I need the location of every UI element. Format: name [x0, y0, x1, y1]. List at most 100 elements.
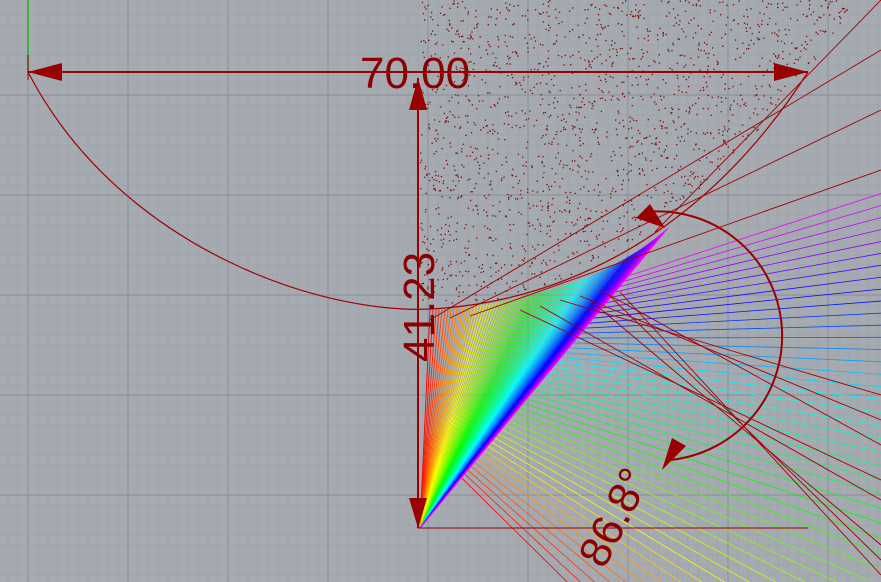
cloud-point [515, 51, 517, 54]
cloud-point [631, 204, 633, 206]
cloud-point [546, 225, 549, 227]
cloud-point [796, 19, 799, 21]
red-ray [469, 169, 881, 317]
cloud-point [619, 122, 621, 124]
cloud-point [420, 262, 422, 265]
cloud-point [580, 106, 583, 108]
cloud-point [435, 140, 437, 142]
vertical-dimension[interactable]: 41.23 [395, 78, 808, 529]
cloud-point [687, 132, 689, 135]
cloud-point [582, 34, 584, 36]
cloud-point [687, 183, 689, 185]
cloud-point [461, 195, 463, 197]
cloud-point [486, 254, 488, 256]
cloud-point [566, 196, 568, 198]
cloud-point [546, 129, 548, 131]
semicircle-curve[interactable] [27, 71, 809, 310]
cloud-point [525, 165, 527, 167]
cloud-point [451, 302, 453, 304]
cloud-point [427, 64, 430, 66]
cloud-point [511, 174, 513, 176]
cloud-point [488, 154, 490, 156]
cloud-point [476, 108, 478, 110]
cloud-point [542, 244, 544, 246]
cloud-point [711, 96, 713, 99]
cloud-point [769, 60, 771, 62]
cloud-point [540, 225, 542, 227]
cloud-point [747, 75, 750, 78]
reflected-ray [570, 312, 881, 330]
cloud-point [525, 250, 527, 252]
cloud-point [717, 165, 719, 167]
cloud-point [426, 238, 428, 240]
cloud-point [563, 209, 566, 211]
rainbow-ray-fan[interactable] [419, 162, 881, 582]
cloud-point [517, 55, 519, 57]
cloud-point [547, 50, 550, 52]
cloud-point [604, 246, 606, 248]
cloud-point [509, 246, 511, 248]
cloud-point [490, 266, 492, 269]
cloud-point [490, 180, 492, 182]
cloud-point [424, 166, 427, 168]
cloud-point [685, 0, 687, 2]
cloud-point [506, 63, 508, 65]
cloud-point [420, 227, 422, 229]
cloud-point [485, 211, 488, 213]
cloud-point [505, 216, 507, 218]
cloud-point [753, 112, 755, 114]
cloud-point [553, 75, 556, 77]
cloud-point [843, 8, 845, 10]
cloud-point [626, 137, 628, 139]
cloud-point [428, 123, 430, 125]
red-ray [449, 109, 881, 319]
cloud-point [591, 128, 594, 131]
cloud-point [628, 92, 630, 94]
cloud-point [449, 111, 451, 113]
angle-dimension[interactable]: 86.8° [569, 204, 784, 575]
cloud-point [453, 52, 456, 54]
cloud-point [660, 125, 662, 127]
cloud-point [570, 106, 572, 109]
cloud-point [477, 161, 479, 163]
cloud-point [678, 85, 680, 88]
cloud-point [435, 261, 437, 263]
fan-ray [419, 308, 449, 529]
reflected-ray [575, 300, 881, 325]
cloud-point [697, 175, 699, 178]
cloud-point [434, 189, 437, 191]
cloud-point [428, 179, 431, 182]
cloud-point [429, 225, 432, 228]
angle-arrow-top-icon [636, 204, 665, 228]
cloud-point [601, 28, 604, 30]
cloud-point [716, 63, 719, 65]
cloud-point [742, 42, 744, 44]
cloud-point [490, 275, 492, 277]
cloud-point [735, 58, 737, 60]
cloud-point [823, 14, 825, 16]
cloud-point [659, 27, 661, 30]
cloud-point [434, 285, 436, 287]
cloud-point [538, 63, 540, 65]
cloud-point [819, 17, 822, 19]
cloud-point [542, 259, 545, 261]
cloud-point [659, 120, 661, 122]
cloud-point [590, 260, 593, 262]
cloud-point [631, 70, 633, 72]
cloud-point [551, 167, 553, 170]
cloud-point [507, 75, 509, 77]
cloud-point [460, 67, 462, 69]
cloud-point [813, 56, 815, 58]
cloud-point [461, 79, 464, 82]
red-ray-lines[interactable] [429, 0, 881, 576]
cloud-point [639, 14, 641, 17]
cloud-point [434, 188, 436, 190]
cloud-point [527, 222, 529, 224]
cloud-point [827, 6, 829, 8]
cloud-point [584, 59, 586, 61]
cloud-point [449, 275, 451, 277]
cloud-point [641, 152, 643, 154]
cloud-point [808, 8, 810, 10]
